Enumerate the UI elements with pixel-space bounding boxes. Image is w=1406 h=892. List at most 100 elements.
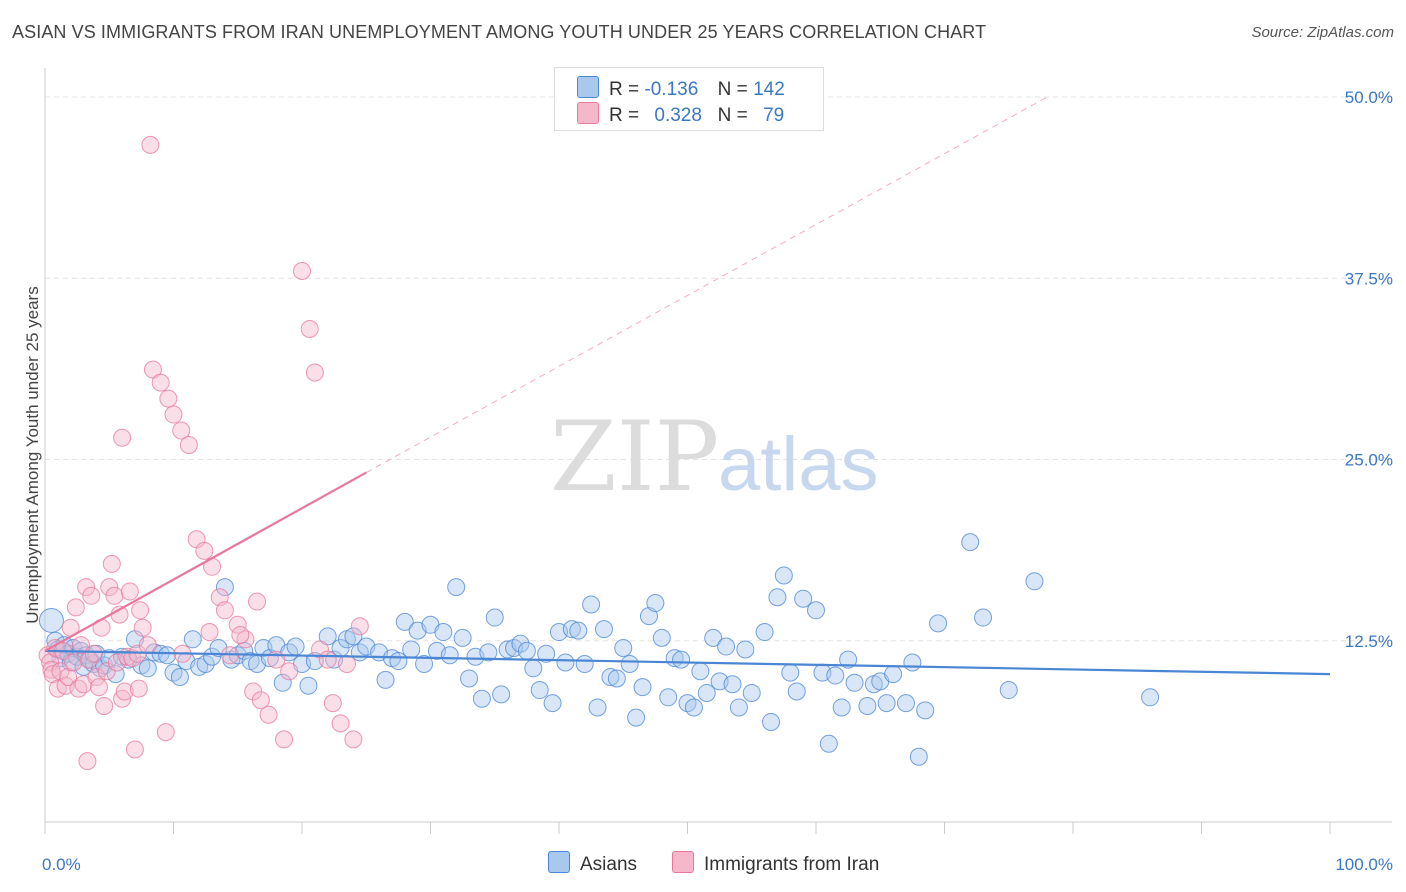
correlation-legend: R = -0.136 N = 142 R = 0.328 N = 79	[554, 67, 824, 131]
iran-point	[133, 618, 152, 637]
asians-point	[582, 595, 601, 614]
iran-trend-line	[44, 471, 367, 652]
asians-point	[588, 698, 607, 717]
y-tick-label: 37.5%	[1345, 269, 1393, 288]
asians-point	[138, 659, 157, 678]
iran-point	[350, 617, 369, 636]
asians-point	[961, 533, 980, 552]
asians-point	[877, 694, 896, 713]
iran-point	[71, 636, 90, 655]
asians-point	[524, 659, 543, 678]
asians-point	[511, 634, 530, 653]
asians-point	[819, 734, 838, 753]
iran-point	[200, 623, 219, 642]
asians-point	[742, 683, 761, 702]
y-axis-label: Unemployment Among Youth under 25 years	[23, 286, 42, 623]
watermark-atlas: atlas	[718, 422, 879, 507]
asians-point	[717, 637, 736, 656]
asians-point	[273, 673, 292, 692]
chart-source: Source: ZipAtlas.com	[1251, 24, 1394, 41]
iran-point	[215, 601, 234, 620]
asians-point	[594, 620, 613, 639]
asians-point	[1025, 572, 1044, 591]
iran-point	[113, 689, 132, 708]
asians-point	[196, 654, 215, 673]
iran-point	[305, 363, 324, 382]
iran-point	[259, 705, 278, 724]
asians-point	[614, 639, 633, 657]
iran-trend-extension	[366, 96, 1048, 473]
iran-point	[280, 662, 299, 681]
watermark-zip: ZIP	[550, 401, 719, 513]
iran-point	[231, 625, 250, 644]
trend-lines	[44, 96, 1331, 676]
asians-point	[607, 669, 626, 688]
iran-point	[87, 668, 106, 686]
asians-point	[704, 628, 723, 647]
asians-point	[627, 708, 646, 727]
y-tick-label: 25.0%	[1345, 451, 1393, 470]
asians-point	[376, 670, 395, 689]
iran-point	[84, 644, 103, 663]
iran-point	[59, 668, 78, 686]
bottom-legend-swatch-asians	[548, 851, 570, 873]
legend-swatch-asians	[577, 76, 599, 98]
asians-point	[620, 654, 639, 673]
legend-row-asians: R = -0.136 N = 142	[577, 76, 785, 102]
legend-n-value: 79	[763, 105, 785, 126]
asians-point	[652, 628, 671, 647]
asians-point	[974, 608, 993, 627]
asians-trend-line	[44, 649, 1331, 676]
asians-point	[762, 712, 781, 731]
asians-point	[794, 589, 813, 608]
iran-point	[125, 740, 144, 759]
asians-point	[460, 669, 479, 688]
asians-point	[569, 621, 588, 640]
series-iran-points	[38, 135, 369, 771]
asians-point	[158, 646, 177, 665]
asians-point	[832, 698, 851, 717]
legend-n-label: N =	[717, 105, 748, 126]
asians-point	[999, 681, 1018, 700]
asians-point	[434, 623, 453, 642]
asians-point	[38, 607, 64, 633]
asians-point	[537, 644, 556, 663]
asians-point	[1141, 688, 1160, 707]
asians-point	[530, 681, 549, 700]
iran-point	[156, 723, 175, 742]
bottom-legend-label-asians: Asians	[580, 854, 638, 875]
grid-lines	[45, 96, 1392, 642]
iran-point	[195, 541, 214, 560]
legend-r-label: R =	[609, 105, 640, 126]
iran-point	[113, 428, 132, 447]
asians-point	[884, 665, 903, 684]
asians-point	[170, 668, 189, 686]
iran-point	[344, 730, 363, 749]
asians-point	[807, 601, 825, 620]
iran-point	[141, 135, 160, 154]
bottom-legend-iran: Immigrants from Iran	[672, 851, 879, 876]
tick-labels: 12.5% 25.0% 37.5% 50.0% 0.0% 100.0%	[42, 88, 1393, 874]
asians-point	[479, 643, 498, 662]
y-tick-label: 50.0%	[1345, 88, 1393, 107]
iran-point	[102, 554, 121, 573]
asians-point	[299, 676, 318, 695]
iran-point	[131, 601, 150, 620]
iran-point	[310, 640, 329, 659]
asians-point	[215, 578, 234, 597]
asians-point	[916, 701, 935, 720]
iran-point	[89, 678, 108, 697]
iran-point	[64, 653, 83, 672]
iran-point	[164, 405, 183, 424]
bottom-legend-asians: Asians	[548, 851, 637, 876]
iran-point	[95, 697, 114, 715]
asians-point	[781, 663, 800, 682]
legend-r-value: -0.136	[644, 79, 699, 100]
asians-point	[183, 630, 202, 649]
asians-point	[485, 608, 504, 627]
asians-point	[672, 650, 691, 669]
bottom-legend-label-iran: Immigrants from Iran	[704, 854, 880, 875]
y-tick-label: 12.5%	[1345, 632, 1393, 651]
asians-point	[601, 668, 620, 686]
